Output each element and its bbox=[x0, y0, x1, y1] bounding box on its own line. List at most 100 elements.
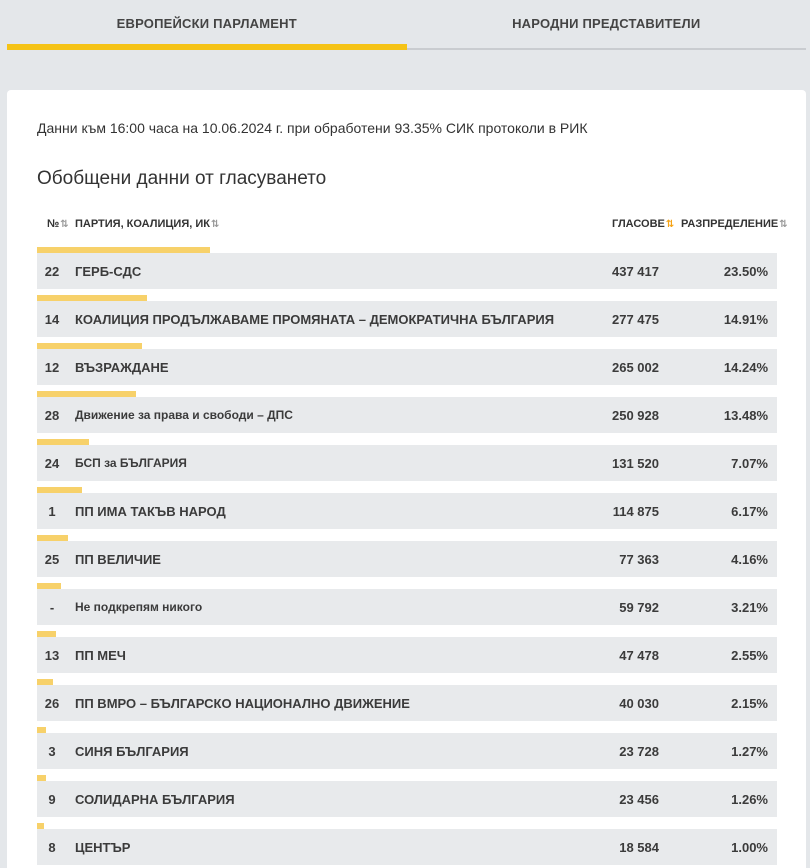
vote-share: 6.17% bbox=[731, 503, 768, 519]
section-heading: Обобщени данни от гласуването bbox=[37, 168, 327, 189]
table-row: 12 ВЪЗРАЖДАНЕ 265 002 14.24% bbox=[37, 343, 777, 391]
row-content: 22 ГЕРБ-СДС 437 417 23.50% bbox=[37, 253, 777, 289]
vote-share: 2.55% bbox=[731, 647, 768, 663]
vote-count: 18 584 bbox=[619, 839, 659, 855]
party-name: БСП за БЪЛГАРИЯ bbox=[75, 456, 187, 470]
party-number: 9 bbox=[48, 791, 56, 807]
table-row: - Не подкрепям никого 59 792 3.21% bbox=[37, 583, 777, 631]
data-timestamp-note: Данни към 16:00 часа на 10.06.2024 г. пр… bbox=[37, 120, 588, 136]
table-row: 25 ПП ВЕЛИЧИЕ 77 363 4.16% bbox=[37, 535, 777, 583]
vote-share: 1.27% bbox=[731, 743, 768, 759]
party-number: 14 bbox=[44, 311, 60, 327]
header-number-label: № bbox=[47, 218, 60, 230]
party-name: ПП ВМРО – БЪЛГАРСКО НАЦИОНАЛНО ДВИЖЕНИЕ bbox=[75, 695, 410, 711]
share-bar bbox=[37, 343, 142, 349]
table-row: 13 ПП МЕЧ 47 478 2.55% bbox=[37, 631, 777, 679]
vote-count: 40 030 bbox=[619, 695, 659, 711]
party-name: Движение за права и свободи – ДПС bbox=[75, 408, 293, 422]
table-row: 1 ПП ИМА ТАКЪВ НАРОД 114 875 6.17% bbox=[37, 487, 777, 535]
header-party-label: ПАРТИЯ, КОАЛИЦИЯ, ИК bbox=[75, 218, 210, 230]
party-name: ПП МЕЧ bbox=[75, 647, 126, 663]
party-name: ГЕРБ-СДС bbox=[75, 263, 142, 279]
table-row: 22 ГЕРБ-СДС 437 417 23.50% bbox=[37, 247, 777, 295]
party-name: СОЛИДАРНА БЪЛГАРИЯ bbox=[75, 791, 235, 807]
party-name: ВЪЗРАЖДАНЕ bbox=[75, 359, 169, 375]
vote-count: 277 475 bbox=[612, 311, 659, 327]
header-votes-label: ГЛАСОВЕ bbox=[612, 218, 665, 230]
table-row: 28 Движение за права и свободи – ДПС 250 9… bbox=[37, 391, 777, 439]
party-number: 25 bbox=[44, 551, 60, 567]
share-bar bbox=[37, 727, 46, 733]
share-bar bbox=[37, 823, 44, 829]
vote-share: 23.50% bbox=[723, 263, 768, 279]
row-content: 25 ПП ВЕЛИЧИЕ 77 363 4.16% bbox=[37, 541, 777, 577]
header-party[interactable]: ПАРТИЯ, КОАЛИЦИЯ, ИК ⇅ bbox=[75, 218, 219, 230]
vote-share: 7.07% bbox=[731, 455, 768, 471]
vote-share: 13.48% bbox=[723, 407, 768, 423]
share-bar bbox=[37, 679, 53, 685]
vote-count: 265 002 bbox=[612, 359, 659, 375]
row-content: 1 ПП ИМА ТАКЪВ НАРОД 114 875 6.17% bbox=[37, 493, 777, 529]
sort-desc-icon[interactable]: ⇅ bbox=[665, 218, 675, 230]
row-content: 14 КОАЛИЦИЯ ПРОДЪЛЖАВАМЕ ПРОМЯНАТА – ДЕМО… bbox=[37, 301, 777, 337]
header-share-label: РАЗПРЕДЕЛЕНИЕ bbox=[681, 218, 779, 230]
share-bar bbox=[37, 487, 82, 493]
party-name: КОАЛИЦИЯ ПРОДЪЛЖАВАМЕ ПРОМЯНАТА – ДЕМОКР… bbox=[75, 311, 555, 327]
vote-count: 250 928 bbox=[612, 407, 659, 423]
party-name: ПП ВЕЛИЧИЕ bbox=[75, 551, 161, 567]
vote-count: 47 478 bbox=[619, 647, 659, 663]
table-row: 14 КОАЛИЦИЯ ПРОДЪЛЖАВАМЕ ПРОМЯНАТА – ДЕМО… bbox=[37, 295, 777, 343]
share-bar bbox=[37, 439, 89, 445]
vote-share: 3.21% bbox=[731, 599, 768, 615]
table-row: 8 ЦЕНТЪР 18 584 1.00% bbox=[37, 823, 777, 868]
party-number: 24 bbox=[44, 455, 60, 471]
row-content: 9 СОЛИДАРНА БЪЛГАРИЯ 23 456 1.26% bbox=[37, 781, 777, 817]
party-name: ПП ИМА ТАКЪВ НАРОД bbox=[75, 503, 226, 519]
share-bar bbox=[37, 775, 46, 781]
share-bar bbox=[37, 391, 136, 397]
row-content: 13 ПП МЕЧ 47 478 2.55% bbox=[37, 637, 777, 673]
vote-share: 2.15% bbox=[731, 695, 768, 711]
party-number: 22 bbox=[44, 263, 60, 279]
header-votes[interactable]: ГЛАСОВЕ ⇅ bbox=[612, 218, 674, 230]
results-card: Данни към 16:00 часа на 10.06.2024 г. пр… bbox=[7, 90, 806, 868]
share-bar bbox=[37, 535, 68, 541]
row-content: 28 Движение за права и свободи – ДПС 250 9… bbox=[37, 397, 777, 433]
share-bar bbox=[37, 295, 147, 301]
party-number: 13 bbox=[44, 647, 60, 663]
sort-icon[interactable]: ⇅ bbox=[779, 218, 788, 230]
tab-bar: ЕВРОПЕЙСКИ ПАРЛАМЕНТ НАРОДНИ ПРЕДСТАВИТЕ… bbox=[7, 0, 806, 50]
party-name: СИНЯ БЪЛГАРИЯ bbox=[75, 743, 189, 759]
sort-icon[interactable]: ⇅ bbox=[210, 218, 220, 230]
row-content: 8 ЦЕНТЪР 18 584 1.00% bbox=[37, 829, 777, 865]
share-bar bbox=[37, 631, 56, 637]
table-header: № ⇅ ПАРТИЯ, КОАЛИЦИЯ, ИК ⇅ ГЛАСОВЕ ⇅ РАЗ… bbox=[37, 216, 788, 236]
share-bar bbox=[37, 583, 61, 589]
party-number: 12 bbox=[44, 359, 60, 375]
vote-share: 1.26% bbox=[731, 791, 768, 807]
vote-share: 1.00% bbox=[731, 839, 768, 855]
row-content: 24 БСП за БЪЛГАРИЯ 131 520 7.07% bbox=[37, 445, 777, 481]
header-share[interactable]: РАЗПРЕДЕЛЕНИЕ ⇅ bbox=[681, 218, 788, 230]
vote-count: 77 363 bbox=[619, 551, 659, 567]
row-content: 26 ПП ВМРО – БЪЛГАРСКО НАЦИОНАЛНО ДВИЖЕНИ… bbox=[37, 685, 777, 721]
share-bar bbox=[37, 247, 210, 253]
vote-count: 437 417 bbox=[612, 263, 659, 279]
vote-count: 59 792 bbox=[619, 599, 659, 615]
vote-count: 131 520 bbox=[612, 455, 659, 471]
vote-count: 114 875 bbox=[612, 503, 659, 519]
sort-icon[interactable]: ⇅ bbox=[60, 218, 69, 230]
row-content: 12 ВЪЗРАЖДАНЕ 265 002 14.24% bbox=[37, 349, 777, 385]
table-row: 26 ПП ВМРО – БЪЛГАРСКО НАЦИОНАЛНО ДВИЖЕНИ… bbox=[37, 679, 777, 727]
tab-national-assembly[interactable]: НАРОДНИ ПРЕДСТАВИТЕЛИ bbox=[406, 0, 807, 50]
vote-share: 4.16% bbox=[731, 551, 768, 567]
table-row: 24 БСП за БЪЛГАРИЯ 131 520 7.07% bbox=[37, 439, 777, 487]
party-number: 3 bbox=[48, 743, 56, 759]
tab-european-parliament[interactable]: ЕВРОПЕЙСКИ ПАРЛАМЕНТ bbox=[7, 0, 407, 50]
vote-share: 14.91% bbox=[723, 311, 768, 327]
party-name: ЦЕНТЪР bbox=[75, 839, 131, 855]
results-table: 22 ГЕРБ-СДС 437 417 23.50% 14 КОАЛИЦИЯ ПРОДЪЛ… bbox=[37, 247, 777, 868]
party-number: 28 bbox=[44, 407, 60, 423]
header-number[interactable]: № ⇅ bbox=[47, 218, 69, 230]
vote-count: 23 728 bbox=[619, 743, 659, 759]
